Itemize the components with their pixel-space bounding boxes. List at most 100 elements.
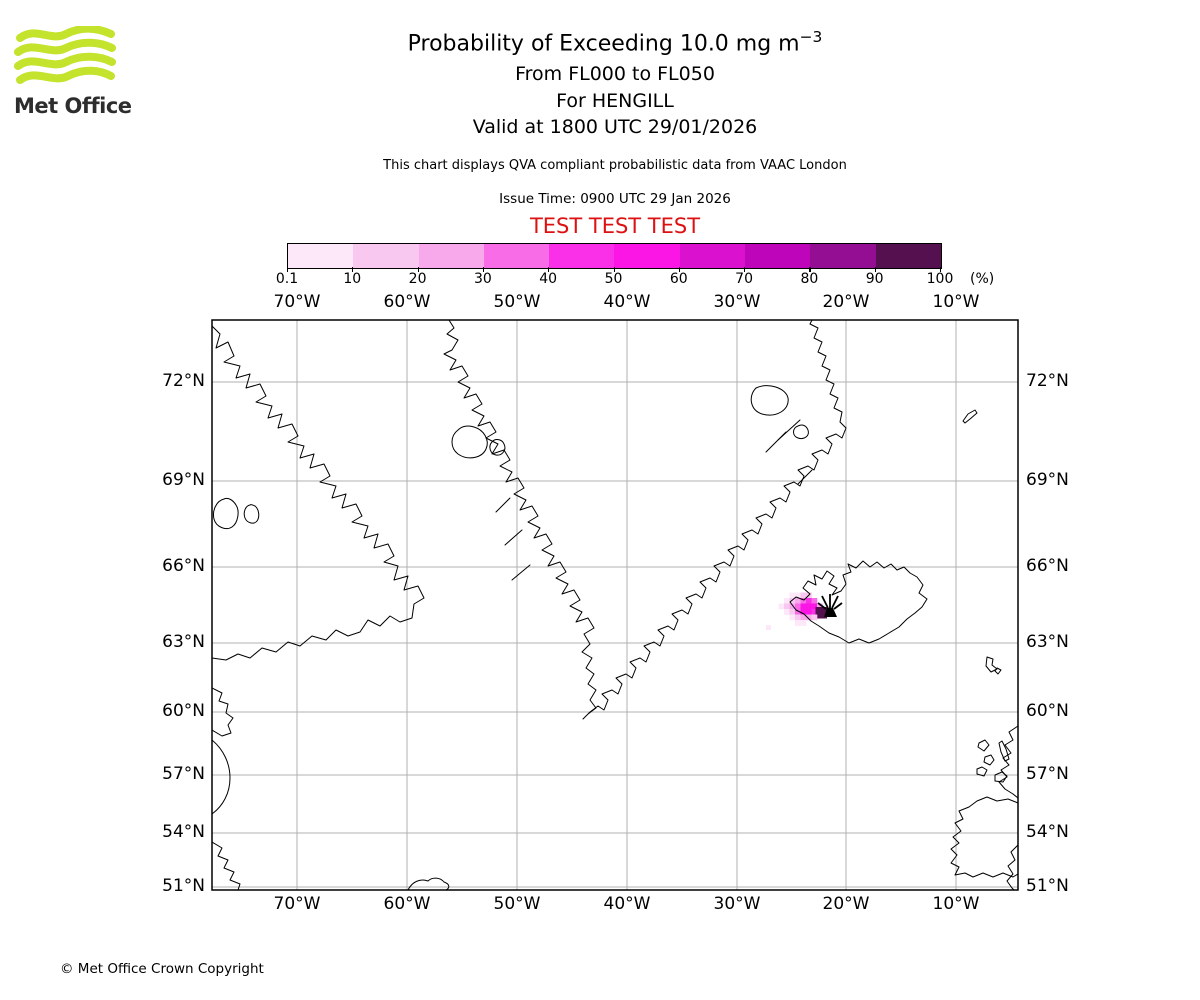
latitude-label-left: 63°N [162, 632, 205, 652]
longitude-label-bottom: 70°W [273, 894, 321, 914]
latitude-label-left: 51°N [162, 876, 205, 896]
colorbar-tick-label: 70 [735, 271, 754, 287]
probability-cell [806, 609, 812, 615]
qva-disclaimer: This chart displays QVA compliant probab… [383, 158, 847, 173]
volcano-name-line: For HENGILL [556, 90, 674, 112]
longitude-label-top: 70°W [273, 292, 321, 312]
colorbar-unit-label: (%) [970, 271, 995, 287]
probability-cell [806, 614, 812, 621]
probability-cell [784, 603, 790, 610]
probability-cell [795, 609, 801, 615]
latitude-label-right: 66°N [1026, 556, 1069, 576]
colorbar-tick [548, 267, 550, 272]
probability-cell [789, 614, 796, 621]
probability-cell [789, 603, 796, 610]
valid-time-line: Valid at 1800 UTC 29/01/2026 [472, 116, 758, 138]
latitude-label-left: 54°N [162, 822, 205, 842]
latitude-label-right: 72°N [1026, 371, 1069, 391]
map-frame [211, 319, 1019, 891]
colorbar-segment [745, 244, 811, 268]
probability-cell [806, 598, 812, 604]
probability-cell [795, 620, 801, 626]
colorbar-tick [287, 267, 289, 272]
probability-cell [806, 603, 812, 610]
colorbar-tick [482, 267, 485, 272]
colorbar-segment [483, 244, 550, 268]
colorbar-segment [875, 244, 941, 268]
met-office-logo: Met Office [14, 24, 144, 118]
colorbar-segment [418, 244, 484, 268]
colorbar-tick-label: 0.1 [275, 271, 299, 287]
colorbar-tick-label: 90 [865, 271, 884, 287]
met-office-waves-icon [14, 24, 116, 84]
colorbar-tick-label: 60 [669, 271, 688, 287]
probability-cell [789, 609, 796, 615]
probability-cell [815, 607, 827, 619]
colorbar-tick-label: 50 [604, 271, 623, 287]
probability-cell [766, 625, 771, 630]
colorbar-tick [352, 267, 354, 272]
colorbar-segment [288, 244, 354, 268]
probability-cell [789, 592, 796, 599]
latitude-label-right: 57°N [1026, 764, 1069, 784]
title-superscript: −3 [799, 28, 823, 46]
longitude-label-top: 60°W [383, 292, 431, 312]
probability-cell [817, 603, 823, 610]
colorbar-tick [613, 267, 615, 272]
latitude-label-left: 72°N [162, 371, 205, 391]
latitude-label-left: 69°N [162, 470, 205, 490]
latitude-label-right: 54°N [1026, 822, 1069, 842]
probability-colorbar [287, 243, 942, 269]
longitude-label-bottom: 10°W [932, 894, 980, 914]
longitude-label-top: 50°W [493, 292, 541, 312]
probability-cell [800, 614, 807, 621]
longitude-label-bottom: 30°W [713, 894, 761, 914]
met-office-wordmark: Met Office [14, 94, 132, 118]
graticule-gridlines [212, 320, 1018, 890]
colorbar-tick [809, 267, 811, 272]
probability-cell [811, 598, 818, 604]
probability-cell [811, 609, 818, 615]
longitude-label-top: 40°W [603, 292, 651, 312]
colorbar-segment [614, 244, 680, 268]
colorbar-tick-label: 10 [343, 271, 362, 287]
probability-cell [795, 614, 801, 621]
latitude-label-left: 57°N [162, 764, 205, 784]
colorbar-tick [940, 267, 942, 272]
probability-cell [800, 598, 807, 604]
probability-cell [784, 598, 790, 604]
test-banner: TEST TEST TEST [529, 214, 701, 238]
probability-cell [800, 603, 807, 610]
longitude-label-bottom: 50°W [493, 894, 541, 914]
colorbar-segment [353, 244, 419, 268]
coastlines [212, 320, 1018, 890]
latitude-label-right: 63°N [1026, 632, 1069, 652]
latitude-label-right: 60°N [1026, 701, 1069, 721]
probability-cell [795, 592, 801, 599]
probability-cell [795, 598, 801, 604]
latitude-label-right: 69°N [1026, 470, 1069, 490]
copyright-notice: © Met Office Crown Copyright [60, 961, 264, 977]
flight-level-range: From FL000 to FL050 [515, 63, 715, 85]
probability-cell [800, 592, 807, 599]
probability-cell [811, 603, 818, 610]
longitude-label-top: 10°W [932, 292, 980, 312]
probability-cell [778, 603, 785, 610]
probability-cell [784, 609, 790, 615]
longitude-label-top: 20°W [822, 292, 870, 312]
colorbar-tick [417, 267, 419, 272]
latitude-label-right: 51°N [1026, 876, 1069, 896]
colorbar-tick-label: 20 [408, 271, 427, 287]
longitude-label-bottom: 40°W [603, 894, 651, 914]
volcano-source-icon [817, 594, 843, 617]
colorbar-segment [679, 244, 746, 268]
colorbar-tick-label: 40 [539, 271, 558, 287]
issue-time: Issue Time: 0900 UTC 29 Jan 2026 [499, 191, 731, 207]
longitude-label-bottom: 60°W [383, 894, 431, 914]
colorbar-tick [874, 267, 876, 272]
probability-cell [811, 614, 818, 621]
colorbar-tick [678, 267, 680, 272]
ash-probability-field [766, 592, 827, 630]
colorbar-tick [744, 267, 746, 272]
